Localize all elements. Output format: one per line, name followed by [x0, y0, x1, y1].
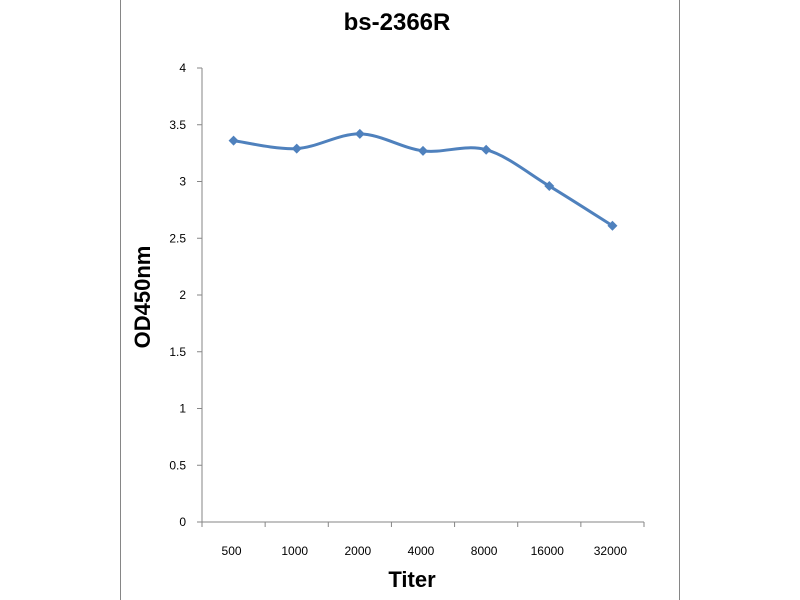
y-tick-label: 3.5: [169, 118, 186, 132]
chart-frame: [120, 0, 680, 600]
y-tick-label: 0: [179, 515, 186, 529]
data-point: [418, 145, 428, 156]
y-tick-label: 2: [179, 288, 186, 302]
x-tick-label: 8000: [471, 544, 498, 558]
data-point: [228, 135, 239, 146]
data-point: [354, 128, 365, 139]
y-tick-label: 0.5: [169, 458, 186, 472]
x-tick-label: 1000: [281, 544, 308, 558]
x-tick-label: 4000: [408, 544, 435, 558]
y-tick-label: 3: [179, 175, 186, 189]
y-tick-label: 1: [179, 402, 186, 416]
x-axis-title: Titer: [388, 567, 436, 592]
data-point: [481, 144, 492, 155]
y-tick-label: 1.5: [169, 345, 186, 359]
x-tick-label: 16000: [531, 544, 565, 558]
x-tick-label: 500: [222, 544, 242, 558]
x-tick-label: 32000: [594, 544, 628, 558]
data-point: [291, 143, 302, 154]
y-tick-label: 2.5: [169, 231, 186, 245]
y-tick-label: 4: [179, 61, 186, 75]
data-point: [607, 220, 618, 231]
chart-title: bs-2366R: [344, 9, 451, 36]
x-tick-label: 2000: [345, 544, 372, 558]
data-point: [544, 181, 555, 192]
y-axis-title: OD450nm: [130, 246, 155, 349]
